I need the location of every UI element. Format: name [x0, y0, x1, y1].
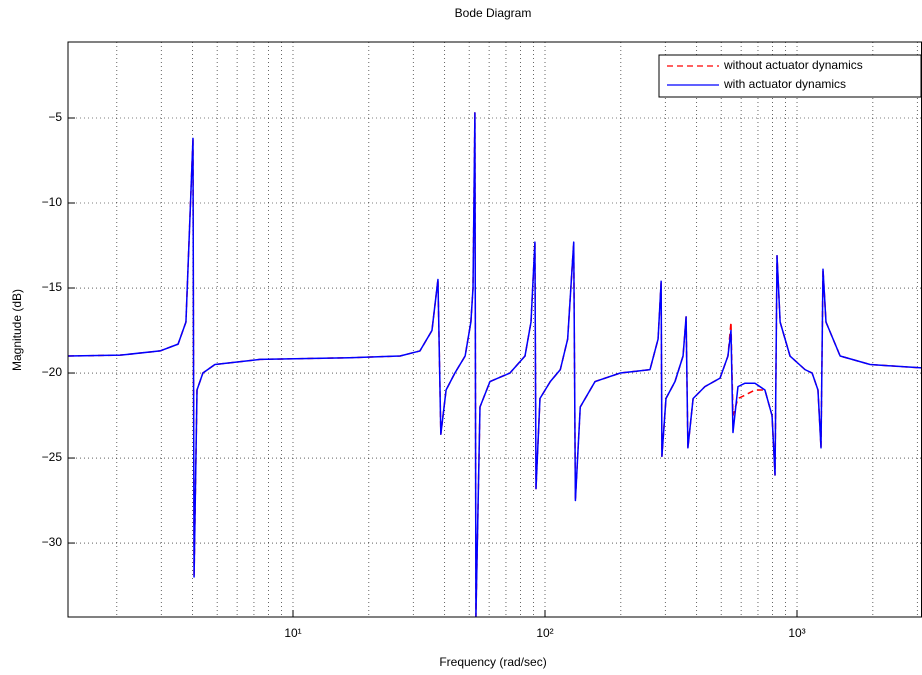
plot-area: [68, 112, 922, 617]
legend-label: with actuator dynamics: [723, 77, 846, 91]
grid: 10¹ 10² 10³ −30 −25 −20 −15 −10 −5: [42, 42, 922, 640]
x-tick-label: 10¹: [284, 626, 301, 640]
series-line: [68, 112, 922, 617]
y-tick-label: −5: [48, 110, 62, 124]
y-tick-label: −10: [42, 195, 63, 209]
y-tick-label: −30: [42, 535, 63, 549]
x-tick-label: 10³: [788, 626, 805, 640]
y-tick-label: −20: [42, 365, 63, 379]
series-line: [68, 112, 922, 617]
legend-label: without actuator dynamics: [723, 58, 863, 72]
legend: without actuator dynamics with actuator d…: [658, 54, 922, 98]
y-tick-label: −25: [42, 450, 63, 464]
axes-box: [67, 41, 922, 618]
y-axis-label: Magnitude (dB): [10, 289, 24, 371]
legend-box: [658, 54, 922, 98]
x-tick-label: 10²: [536, 626, 553, 640]
y-tick-label: −15: [42, 280, 63, 294]
chart-title: Bode Diagram: [455, 6, 532, 20]
x-axis-label: Frequency (rad/sec): [439, 655, 546, 669]
